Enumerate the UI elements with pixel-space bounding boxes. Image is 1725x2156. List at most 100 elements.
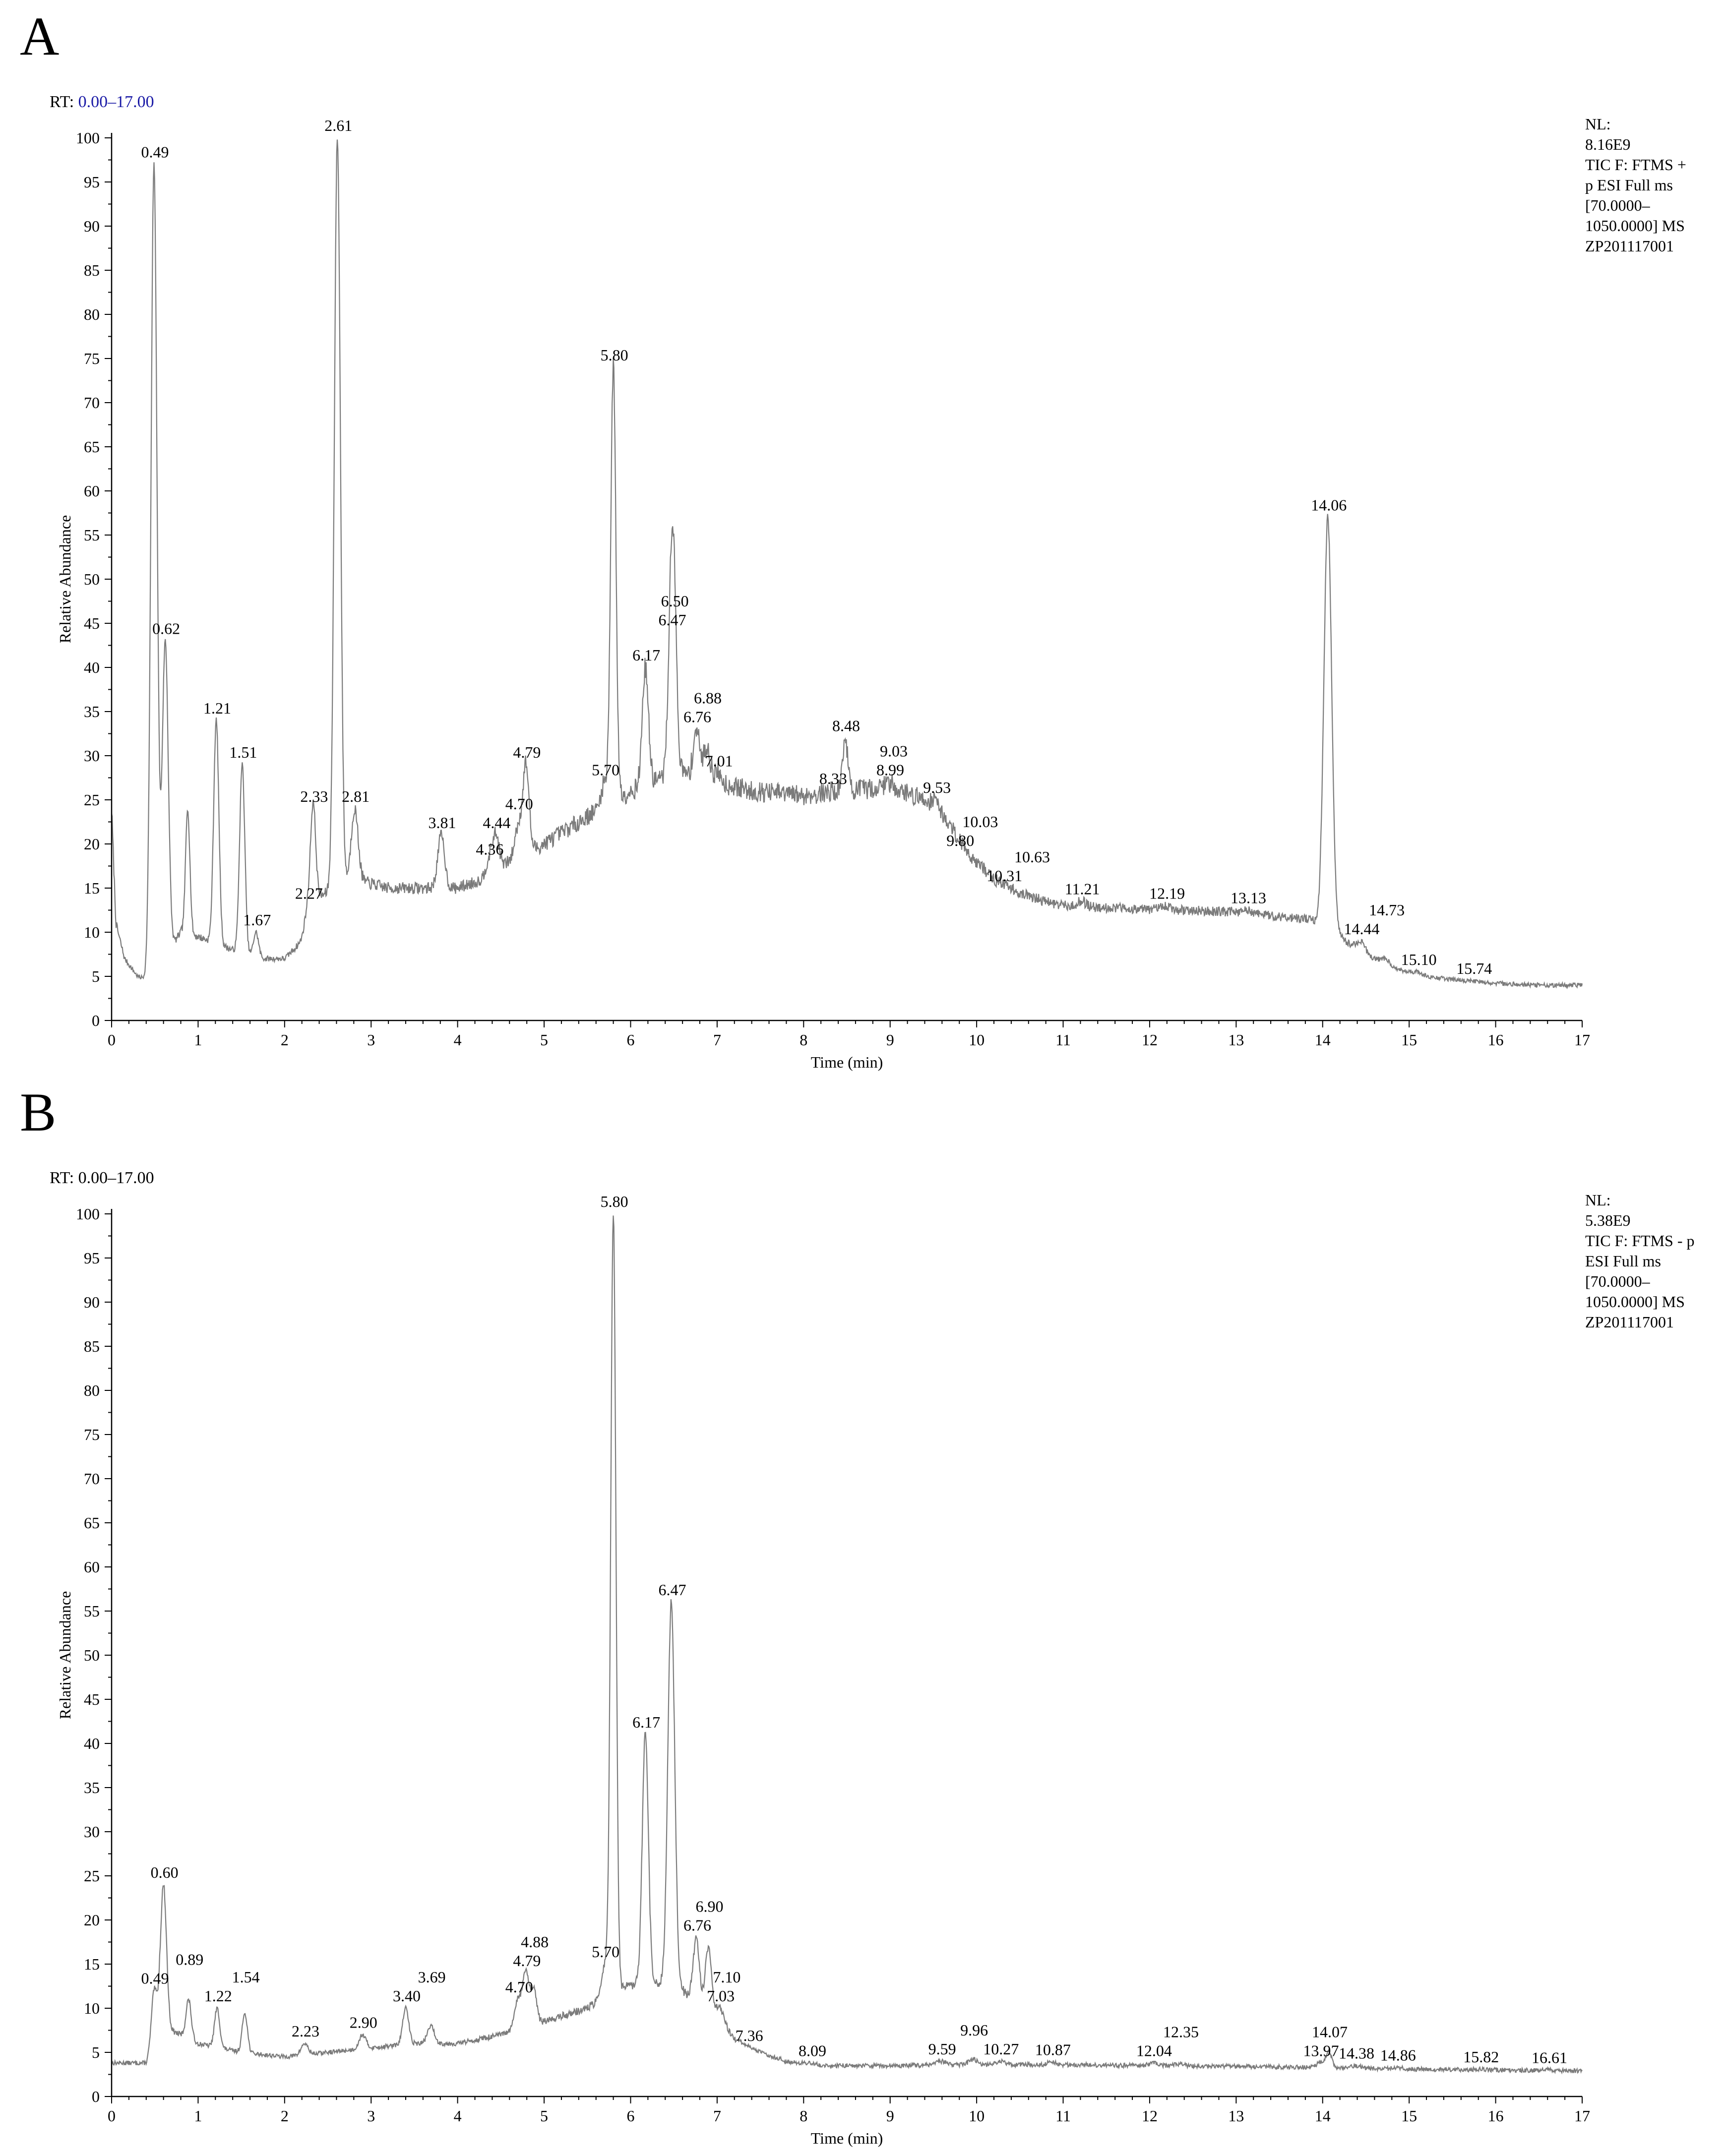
x-tick-label: 4 [454, 2107, 462, 2125]
x-tick-label: 14 [1315, 1031, 1331, 1049]
nl-line: NL: [1585, 115, 1611, 133]
peak-label: 8.33 [819, 770, 847, 787]
y-tick-label: 55 [84, 526, 100, 544]
nl-line: [70.0000– [1585, 1272, 1650, 1290]
peak-label: 8.99 [876, 761, 904, 779]
peak-label: 6.17 [632, 1713, 660, 1731]
y-tick-label: 10 [84, 1999, 100, 2017]
peak-label: 8.48 [832, 717, 860, 734]
peak-label: 14.38 [1339, 2044, 1374, 2062]
nl-line: 8.16E9 [1585, 135, 1631, 153]
peak-label: 3.40 [393, 1987, 421, 2005]
x-tick-label: 15 [1401, 2107, 1417, 2125]
y-tick-label: 90 [84, 217, 100, 235]
peak-label: 14.86 [1380, 2046, 1416, 2064]
y-tick-label: 5 [92, 2043, 100, 2061]
y-tick-label: 85 [84, 261, 100, 279]
y-tick-label: 100 [76, 1205, 100, 1223]
rt-prefix: RT: [50, 93, 74, 111]
peak-label: 4.44 [483, 814, 510, 832]
peak-label: 14.73 [1369, 901, 1405, 919]
peak-label: 9.96 [960, 2021, 988, 2039]
peak-label: 9.59 [928, 2040, 956, 2058]
tic-trace [111, 139, 1583, 990]
nl-line: ESI Full ms [1585, 1252, 1661, 1270]
nl-line: p ESI Full ms [1585, 176, 1673, 194]
panel-label: A [20, 6, 60, 66]
nl-line: 1050.0000] MS [1585, 1293, 1685, 1311]
y-tick-label: 85 [84, 1337, 100, 1355]
peak-label: 14.06 [1311, 496, 1347, 514]
x-tick-label: 14 [1315, 2107, 1331, 2125]
y-tick-label: 45 [84, 614, 100, 632]
x-tick-label: 8 [800, 2107, 807, 2125]
peak-label: 10.27 [983, 2040, 1019, 2058]
y-tick-label: 95 [84, 173, 100, 191]
x-tick-label: 15 [1401, 1031, 1417, 1049]
peak-label: 4.36 [476, 840, 503, 858]
y-tick-label: 55 [84, 1602, 100, 1620]
peak-label: 5.70 [592, 761, 619, 779]
peak-label: 7.10 [713, 1968, 740, 1986]
peak-label: 4.79 [513, 1952, 541, 1970]
peak-label: 2.23 [292, 2022, 319, 2040]
y-tick-label: 15 [84, 1955, 100, 1973]
y-tick-label: 0 [92, 2088, 100, 2105]
x-tick-label: 16 [1488, 2107, 1504, 2125]
peak-label: 9.80 [946, 832, 974, 849]
x-tick-label: 12 [1142, 1031, 1158, 1049]
rt-prefix: RT: [50, 1169, 74, 1187]
nl-line: 1050.0000] MS [1585, 217, 1685, 235]
peak-label: 4.88 [521, 1933, 549, 1951]
peak-label: 2.61 [324, 117, 352, 134]
x-tick-label: 6 [626, 2107, 634, 2125]
x-tick-label: 8 [800, 1031, 807, 1049]
peak-label: 7.01 [705, 752, 733, 770]
peak-label: 6.17 [632, 646, 660, 664]
peak-label: 3.69 [418, 1968, 446, 1986]
x-tick-label: 5 [540, 1031, 548, 1049]
peak-label: 4.70 [505, 1978, 533, 1996]
y-tick-label: 40 [84, 1735, 100, 1752]
x-axis-title: Time (min) [811, 1053, 883, 1071]
peak-label: 0.60 [151, 1863, 179, 1881]
peak-label: 12.35 [1163, 2023, 1199, 2040]
rt-range-value: 0.00–17.00 [78, 1169, 154, 1187]
x-tick-label: 3 [367, 1031, 375, 1049]
y-tick-label: 90 [84, 1293, 100, 1311]
x-tick-label: 4 [454, 1031, 462, 1049]
y-tick-label: 50 [84, 1646, 100, 1664]
y-tick-label: 65 [84, 438, 100, 456]
x-tick-label: 9 [886, 2107, 894, 2125]
peak-label: 7.03 [707, 1987, 735, 2005]
y-axis-title: Relative Abundance [56, 1591, 74, 1720]
x-tick-label: 0 [108, 2107, 116, 2125]
y-tick-label: 75 [84, 350, 100, 367]
y-tick-label: 100 [76, 129, 100, 147]
y-tick-label: 5 [92, 967, 100, 985]
peak-label: 2.90 [350, 2013, 377, 2031]
peak-label: 6.76 [683, 1916, 711, 1934]
x-tick-label: 5 [540, 2107, 548, 2125]
x-tick-label: 13 [1228, 2107, 1244, 2125]
peak-label: 0.62 [152, 620, 180, 638]
x-tick-label: 13 [1228, 1031, 1244, 1049]
peak-label: 10.31 [986, 867, 1022, 885]
rt-range-value: 0.00–17.00 [78, 93, 154, 111]
x-tick-label: 1 [194, 2107, 202, 2125]
peak-label: 8.09 [799, 2041, 826, 2059]
peak-label: 9.03 [880, 742, 908, 760]
peak-label: 0.49 [141, 1969, 169, 1987]
y-tick-label: 75 [84, 1426, 100, 1443]
nl-line: [70.0000– [1585, 196, 1650, 214]
peak-label: 11.21 [1065, 880, 1100, 898]
peak-label: 1.54 [232, 1968, 260, 1986]
y-tick-label: 30 [84, 1823, 100, 1841]
y-tick-label: 40 [84, 659, 100, 676]
x-tick-label: 17 [1574, 2107, 1590, 2125]
x-tick-label: 2 [281, 1031, 289, 1049]
peak-label: 1.67 [243, 911, 271, 929]
y-tick-label: 0 [92, 1012, 100, 1029]
y-tick-label: 30 [84, 747, 100, 765]
peak-label: 12.19 [1149, 885, 1185, 902]
